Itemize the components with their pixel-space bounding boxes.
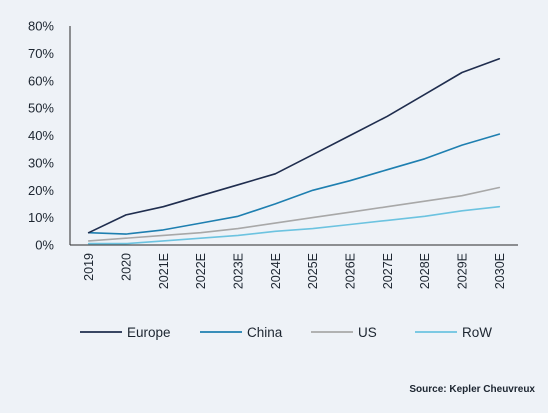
x-tick-label: 2020 bbox=[120, 253, 134, 281]
y-tick-label: 30% bbox=[28, 155, 54, 170]
y-tick-label: 80% bbox=[28, 19, 54, 34]
y-tick-label: 10% bbox=[28, 210, 54, 225]
x-tick-label: 2025E bbox=[306, 253, 320, 289]
legend-label-europe: Europe bbox=[127, 325, 171, 340]
x-tick-label: 2019 bbox=[82, 253, 96, 281]
x-tick-label: 2029E bbox=[456, 253, 470, 289]
y-tick-label: 70% bbox=[28, 46, 54, 61]
series-layer bbox=[87, 57, 501, 245]
legend-label-china: China bbox=[247, 325, 283, 340]
legend-label-us: US bbox=[358, 325, 377, 340]
series-line-row bbox=[87, 205, 501, 245]
series-line-europe bbox=[87, 57, 501, 234]
x-tick-label: 2030E bbox=[493, 253, 507, 289]
x-tick-label: 2021E bbox=[157, 253, 171, 289]
x-tick-label: 2026E bbox=[344, 253, 358, 289]
y-axis: 0% 10% 20% 30% 40% 50% 60% 70% 80% bbox=[28, 19, 71, 253]
series-line-us bbox=[87, 186, 501, 242]
y-tick-label: 20% bbox=[28, 183, 54, 198]
legend-label-row: RoW bbox=[462, 325, 492, 340]
x-tick-label: 2027E bbox=[381, 253, 395, 289]
legend: Europe China US RoW bbox=[80, 325, 492, 340]
x-tick-label: 2028E bbox=[418, 253, 432, 289]
source-note: Source: Kepler Cheuvreux bbox=[409, 384, 535, 395]
series-line-china bbox=[87, 133, 501, 235]
x-tick-label: 2024E bbox=[269, 253, 283, 289]
y-tick-label: 60% bbox=[28, 73, 54, 88]
x-tick-label: 2022E bbox=[194, 253, 208, 289]
y-tick-label: 0% bbox=[35, 238, 54, 253]
x-tick-label: 2023E bbox=[232, 253, 246, 289]
y-tick-label: 40% bbox=[28, 128, 54, 143]
y-tick-label: 50% bbox=[28, 101, 54, 116]
x-axis: 2019 2020 2021E 2022E 2023E 2024E 2025E 2026E 20… bbox=[70, 244, 518, 289]
